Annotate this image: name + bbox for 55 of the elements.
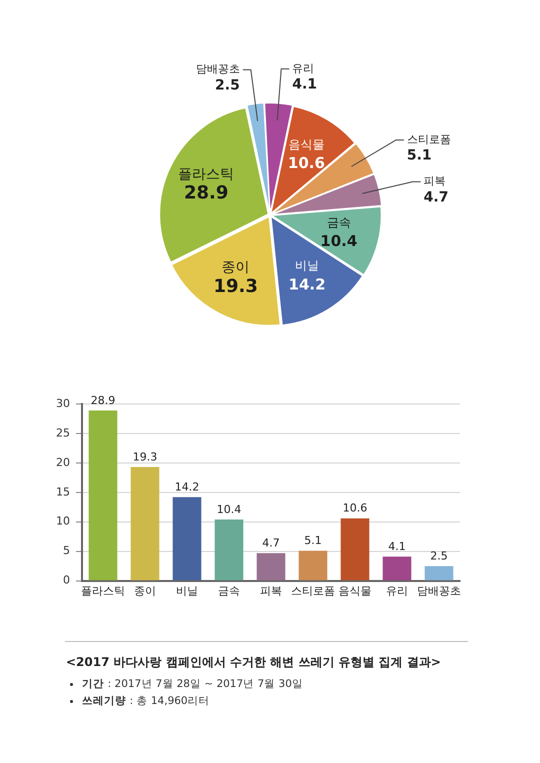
slice-label: 음식물 bbox=[288, 137, 324, 152]
x-tick-label: 플라스틱 bbox=[80, 584, 125, 598]
slice-label: 플라스틱 bbox=[178, 166, 234, 183]
data-label: 14.2 bbox=[288, 275, 326, 294]
y-tick-label: 5 bbox=[62, 544, 70, 558]
x-tick-label: 피복 bbox=[260, 584, 282, 598]
data-label: 19.3 bbox=[213, 276, 258, 297]
data-label: 19.3 bbox=[132, 450, 158, 464]
slice-label: 스티로폼 bbox=[406, 132, 451, 146]
data-label: 4.7 bbox=[424, 189, 448, 206]
x-tick-label: 유리 bbox=[386, 584, 408, 598]
x-tick-label: 비닐 bbox=[176, 584, 198, 598]
bar bbox=[298, 550, 328, 580]
x-tick-label: 스티로폼 bbox=[291, 584, 335, 598]
slice-label: 금속 bbox=[326, 215, 351, 230]
bar bbox=[172, 497, 202, 580]
data-label: 4.7 bbox=[262, 536, 280, 550]
x-tick-label: 종이 bbox=[134, 584, 156, 598]
data-label: 28.9 bbox=[90, 394, 116, 407]
y-tick-label: 15 bbox=[56, 485, 70, 498]
data-label: 10.6 bbox=[342, 502, 368, 515]
y-tick-label: 10 bbox=[56, 514, 70, 528]
data-label: 28.9 bbox=[184, 182, 228, 204]
y-tick-label: 20 bbox=[56, 456, 70, 469]
text: <2017 바다사랑 캠페인에서 수거한 해변 쓰레기 유형별 집계 결과> bbox=[66, 654, 441, 671]
y-tick-label: 30 bbox=[56, 396, 70, 410]
bar bbox=[256, 553, 286, 580]
data-label: 2.5 bbox=[215, 77, 240, 94]
bar bbox=[424, 566, 454, 580]
bar bbox=[340, 518, 370, 580]
data-label: 10.4 bbox=[320, 232, 358, 250]
slice-label: 종이 bbox=[222, 260, 250, 276]
bar bbox=[382, 556, 412, 580]
slice-label: 비닐 bbox=[295, 258, 320, 273]
x-tick-label: 음식물 bbox=[338, 584, 372, 598]
slice-label: 담배꽁초 bbox=[196, 62, 240, 76]
slice-label: 유리 bbox=[292, 62, 314, 75]
data-label: 5.1 bbox=[304, 534, 322, 548]
bar bbox=[88, 410, 118, 580]
bar bbox=[214, 520, 244, 580]
data-label: 10.4 bbox=[216, 502, 242, 516]
text: 쓰레기량 : 총 14,960리터 bbox=[82, 694, 210, 708]
y-tick-label: 25 bbox=[56, 426, 70, 440]
data-label: 5.1 bbox=[406, 148, 432, 164]
slice-label: 피복 bbox=[424, 174, 446, 188]
y-tick-label: 0 bbox=[62, 574, 70, 587]
data-label: 10.6 bbox=[288, 154, 325, 172]
x-tick-label: 금속 bbox=[218, 584, 240, 598]
data-label: 14.2 bbox=[174, 480, 200, 494]
text: 기간 : 2017년 7월 28일 ~ 2017년 7월 30일 bbox=[82, 677, 303, 691]
data-label: 4.1 bbox=[292, 76, 318, 93]
x-tick-label: 담배꽁초 bbox=[417, 584, 461, 598]
bar bbox=[130, 467, 160, 580]
data-label: 4.1 bbox=[388, 540, 406, 553]
data-label: 2.5 bbox=[430, 549, 448, 562]
